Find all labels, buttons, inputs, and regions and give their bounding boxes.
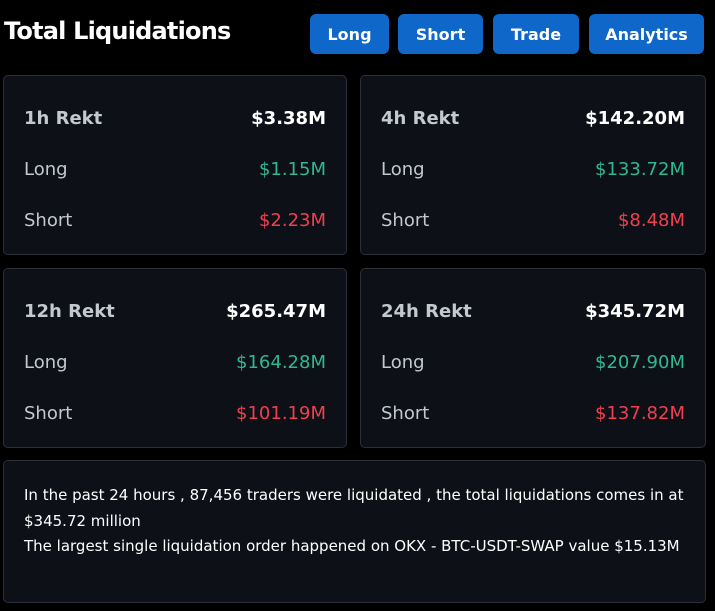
long-label: Long xyxy=(381,351,425,373)
liquidation-card-24h: 24h Rekt $345.72M Long $207.90M Short $1… xyxy=(360,268,706,448)
short-label: Short xyxy=(24,209,73,231)
short-value: $101.19M xyxy=(236,402,326,424)
long-value: $133.72M xyxy=(595,158,685,180)
summary-traders-text: In the past 24 hours , 87,456 traders we… xyxy=(24,486,684,530)
period-label: 12h Rekt xyxy=(24,300,115,322)
long-value: $207.90M xyxy=(595,351,685,373)
trade-button[interactable]: Trade xyxy=(493,14,579,54)
liquidation-card-12h: 12h Rekt $265.47M Long $164.28M Short $1… xyxy=(3,268,347,448)
card-short-row: Short $8.48M xyxy=(381,208,685,232)
card-long-row: Long $164.28M xyxy=(24,350,326,374)
liquidation-summary-panel: In the past 24 hours , 87,456 traders we… xyxy=(3,460,706,603)
card-short-row: Short $2.23M xyxy=(24,208,326,232)
long-value: $1.15M xyxy=(258,158,326,180)
card-short-row: Short $101.19M xyxy=(24,401,326,425)
total-value: $142.20M xyxy=(585,107,685,129)
period-label: 1h Rekt xyxy=(24,107,103,129)
short-label: Short xyxy=(24,402,73,424)
period-label: 4h Rekt xyxy=(381,107,460,129)
short-label: Short xyxy=(381,402,430,424)
total-value: $3.38M xyxy=(251,107,326,129)
card-total-row: 12h Rekt $265.47M xyxy=(24,299,326,323)
long-value: $164.28M xyxy=(236,351,326,373)
short-value: $137.82M xyxy=(595,402,685,424)
analytics-button[interactable]: Analytics xyxy=(589,14,704,54)
short-label: Short xyxy=(381,209,430,231)
card-total-row: 24h Rekt $345.72M xyxy=(381,299,685,323)
page-title: Total Liquidations xyxy=(4,17,231,45)
card-short-row: Short $137.82M xyxy=(381,401,685,425)
period-label: 24h Rekt xyxy=(381,300,472,322)
card-long-row: Long $1.15M xyxy=(24,157,326,181)
short-value: $2.23M xyxy=(258,209,326,231)
card-total-row: 4h Rekt $142.20M xyxy=(381,106,685,130)
header-bar: Total Liquidations Long Short Trade Anal… xyxy=(0,0,715,68)
short-button[interactable]: Short xyxy=(398,14,483,54)
card-total-row: 1h Rekt $3.38M xyxy=(24,106,326,130)
summary-largest-order-text: The largest single liquidation order hap… xyxy=(24,537,680,555)
short-value: $8.48M xyxy=(617,209,685,231)
total-value: $265.47M xyxy=(226,300,326,322)
card-long-row: Long $207.90M xyxy=(381,350,685,374)
total-value: $345.72M xyxy=(585,300,685,322)
long-label: Long xyxy=(24,158,68,180)
liquidation-card-4h: 4h Rekt $142.20M Long $133.72M Short $8.… xyxy=(360,75,706,255)
long-button[interactable]: Long xyxy=(310,14,389,54)
long-label: Long xyxy=(381,158,425,180)
long-label: Long xyxy=(24,351,68,373)
liquidation-card-1h: 1h Rekt $3.38M Long $1.15M Short $2.23M xyxy=(3,75,347,255)
card-long-row: Long $133.72M xyxy=(381,157,685,181)
